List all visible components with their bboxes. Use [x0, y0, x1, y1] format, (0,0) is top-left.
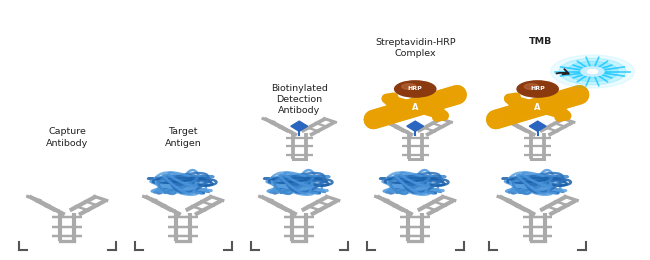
Text: A: A: [534, 103, 541, 112]
Text: Biotinylated
Detection
Antibody: Biotinylated Detection Antibody: [271, 84, 328, 115]
Text: Capture
Antibody: Capture Antibody: [46, 127, 88, 148]
Circle shape: [581, 67, 604, 76]
Text: Streptavidin-HRP
Complex: Streptavidin-HRP Complex: [375, 38, 456, 58]
Circle shape: [575, 64, 610, 79]
Circle shape: [395, 81, 436, 97]
Text: Target
Antigen: Target Antigen: [165, 127, 202, 148]
Text: A: A: [412, 103, 419, 112]
Polygon shape: [407, 121, 424, 131]
Circle shape: [517, 81, 558, 97]
Polygon shape: [529, 121, 546, 131]
Circle shape: [402, 84, 416, 89]
Circle shape: [551, 55, 634, 88]
Circle shape: [588, 69, 597, 74]
Circle shape: [559, 58, 626, 85]
Text: HRP: HRP: [408, 87, 422, 92]
Circle shape: [525, 84, 539, 89]
Circle shape: [567, 61, 618, 82]
Polygon shape: [291, 121, 307, 131]
Text: TMB: TMB: [529, 37, 552, 46]
Text: HRP: HRP: [530, 87, 545, 92]
